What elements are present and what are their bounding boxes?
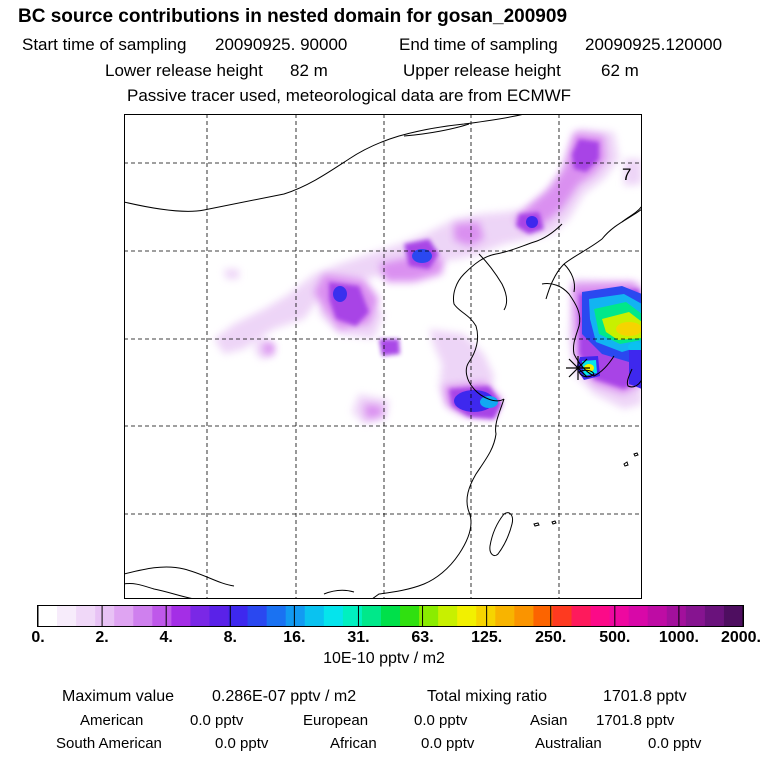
- colorbar-cell: [76, 606, 96, 626]
- colorbar-tick-label: 250.: [535, 629, 566, 646]
- colorbar-cell: [361, 606, 382, 626]
- colorbar: 0. 2. 4. 8. 16. 31. 63. 125. 250. 500. 1000. 2000. …: [31, 605, 761, 667]
- colorbar-cell: [704, 606, 725, 626]
- colorbar-cell: [323, 606, 344, 626]
- colorbar-cell: [571, 606, 592, 626]
- colorbar-cell: [666, 606, 687, 626]
- american-value: 0.0 pptv: [190, 712, 244, 729]
- asian-label: Asian: [530, 712, 568, 729]
- total-mixing-value: 1701.8 pptv: [603, 688, 687, 705]
- colorbar-cell: [247, 606, 268, 626]
- colorbar-unit: 10E-10 pptv / m2: [323, 650, 445, 667]
- map-frame: [124, 114, 642, 599]
- lower-height-value: 82 m: [290, 61, 328, 80]
- end-time-label: End time of sampling: [399, 35, 558, 54]
- colorbar-cell: [495, 606, 515, 626]
- colorbar-cell: [647, 606, 668, 626]
- end-time-value: 20090925.120000: [585, 35, 723, 54]
- upper-height-label: Upper release height: [403, 61, 561, 80]
- colorbar-cell: [190, 606, 211, 626]
- upper-height-value: 62 m: [601, 61, 639, 80]
- colorbar-cell: [38, 606, 58, 626]
- colorbar-cell: [723, 606, 744, 626]
- colorbar-cell: [342, 606, 363, 626]
- colorbar-cells: [37, 606, 744, 626]
- colorbar-cell: [380, 606, 401, 626]
- colorbar-cell: [533, 606, 554, 626]
- colorbar-frame: [37, 605, 744, 627]
- american-label: American: [80, 712, 144, 729]
- colorbar-cell: [552, 606, 573, 626]
- colorbar-tick-label: 4.: [160, 629, 173, 646]
- total-mixing-label: Total mixing ratio: [427, 688, 548, 705]
- footprint-map: 7: [124, 114, 642, 599]
- colorbar-tick-label: 31.: [347, 629, 369, 646]
- receptor-star-marker: [566, 356, 590, 380]
- african-value: 0.0 pptv: [421, 735, 475, 752]
- colorbar-tick-label: 0.: [31, 629, 44, 646]
- tracer-note: Passive tracer used, meteorological data…: [127, 86, 572, 105]
- african-label: African: [330, 735, 377, 752]
- start-time-label: Start time of sampling: [22, 35, 187, 54]
- lat-lon-grid: [124, 114, 642, 599]
- colorbar-cell: [438, 606, 458, 626]
- colorbar-tick-label: 500.: [599, 629, 630, 646]
- australian-value: 0.0 pptv: [648, 735, 702, 752]
- colorbar-tick-label: 125.: [471, 629, 502, 646]
- plume-core-blue: [333, 216, 642, 412]
- colorbar-cell: [95, 606, 115, 626]
- colorbar-cell: [266, 606, 287, 626]
- max-value: 0.286E-07 pptv / m2: [212, 688, 357, 705]
- colorbar-cell: [419, 606, 439, 626]
- european-label: European: [303, 712, 369, 729]
- colorbar-cell: [476, 606, 496, 626]
- map-panel-label: 7: [622, 165, 631, 184]
- colorbar-cell: [285, 606, 306, 626]
- colorbar-cell: [57, 606, 77, 626]
- lower-height-label: Lower release height: [105, 61, 263, 80]
- colorbar-cell: [152, 606, 172, 626]
- asian-value: 1701.8 pptv: [596, 712, 675, 729]
- colorbar-cell: [590, 606, 611, 626]
- colorbar-cell: [400, 606, 420, 626]
- start-time-value: 20090925. 90000: [215, 35, 348, 54]
- colorbar-tick-label: 63.: [411, 629, 433, 646]
- colorbar-cell: [628, 606, 649, 626]
- colorbar-cell: [609, 606, 630, 626]
- colorbar-cell: [114, 606, 134, 626]
- colorbar-cell: [514, 606, 534, 626]
- south-american-value: 0.0 pptv: [215, 735, 269, 752]
- australian-label: Australian: [535, 735, 602, 752]
- colorbar-cell: [228, 606, 249, 626]
- colorbar-tick-label: 2.: [95, 629, 108, 646]
- colorbar-tick-labels: 0. 2. 4. 8. 16. 31. 63. 125. 250. 500. 1000. 2000.: [31, 629, 761, 646]
- south-american-label: South American: [56, 735, 162, 752]
- plot-title: BC source contributions in nested domain…: [18, 6, 568, 27]
- colorbar-cell: [209, 606, 230, 626]
- colorbar-tick-label: 1000.: [659, 629, 699, 646]
- colorbar-tick-label: 2000.: [721, 629, 761, 646]
- colorbar-cell: [457, 606, 477, 626]
- colorbar-cell: [171, 606, 192, 626]
- european-value: 0.0 pptv: [414, 712, 468, 729]
- colorbar-tick-label: 16.: [283, 629, 305, 646]
- colorbar-cell: [304, 606, 325, 626]
- colorbar-cell: [685, 606, 706, 626]
- max-value-label: Maximum value: [62, 688, 175, 705]
- colorbar-tick-label: 8.: [224, 629, 237, 646]
- colorbar-cell: [133, 606, 153, 626]
